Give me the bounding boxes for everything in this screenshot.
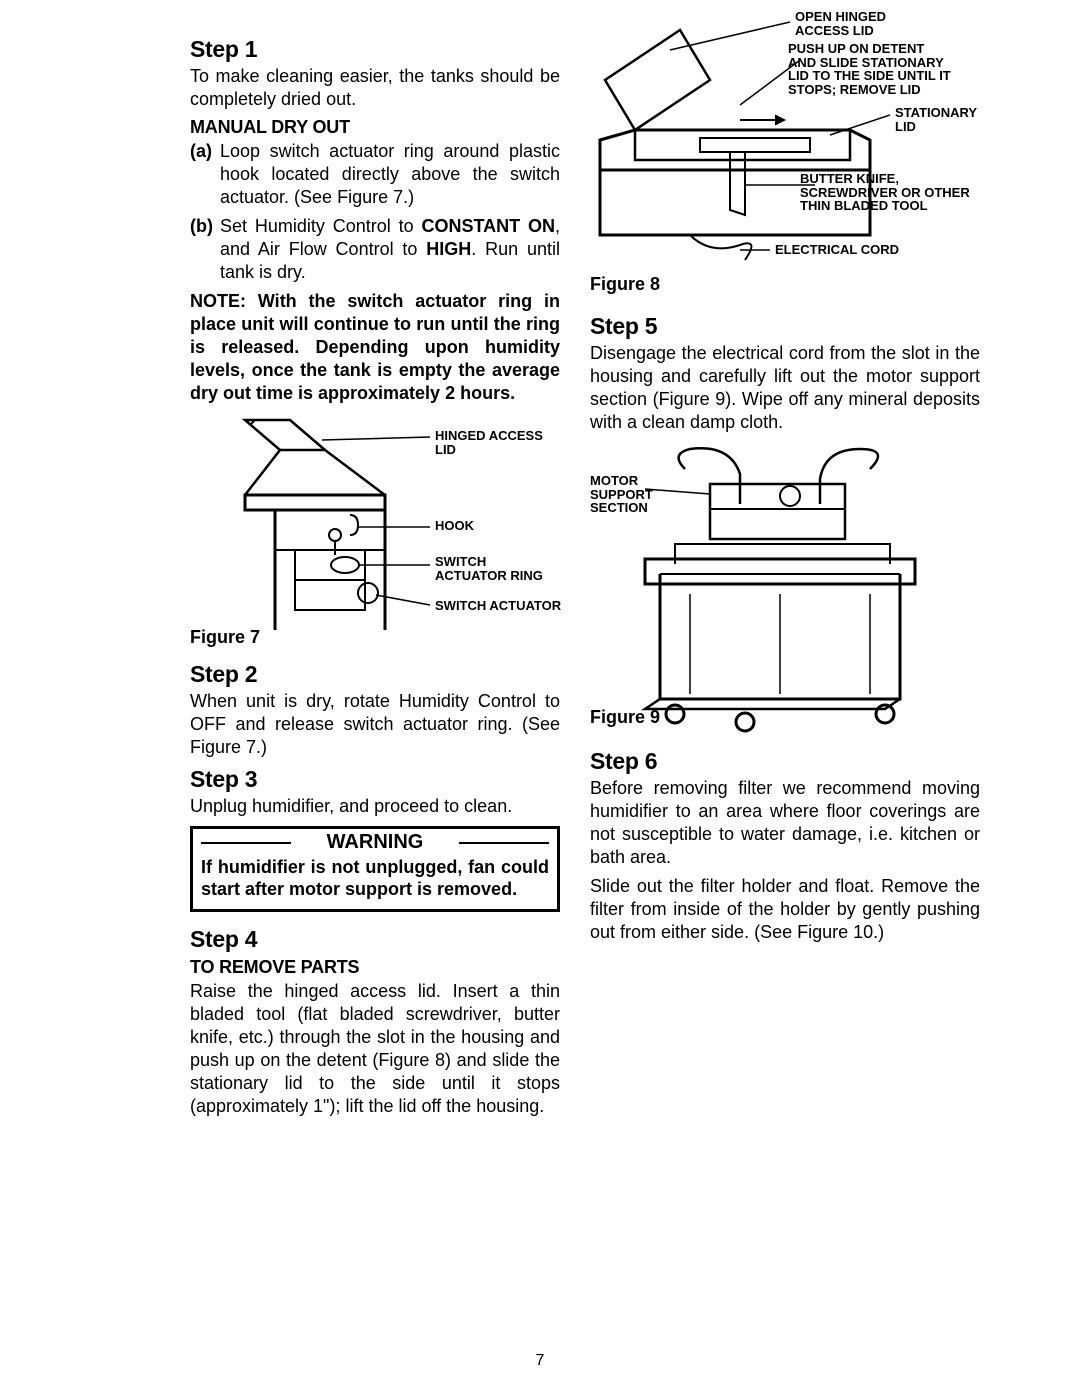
step1-title: Step 1 <box>190 36 560 63</box>
fig7-label-ring: SWITCH ACTUATOR RING <box>435 555 555 582</box>
two-column-layout: Step 1 To make cleaning easier, the tank… <box>190 30 1020 1124</box>
warning-title: WARNING <box>201 831 549 854</box>
step5-body: Disengage the electrical cord from the s… <box>590 342 980 434</box>
fig8-label-open: OPEN HINGED ACCESS LID <box>795 10 895 37</box>
step6-p2: Slide out the filter holder and float. R… <box>590 875 980 944</box>
fig9-label-motor: MOTOR SUPPORT SECTION <box>590 474 650 515</box>
list-marker-b: (b) <box>190 215 220 284</box>
manual-page: Step 1 To make cleaning easier, the tank… <box>0 0 1080 1398</box>
step4-title: Step 4 <box>190 926 560 953</box>
figure7-caption: Figure 7 <box>190 627 260 648</box>
step3-body: Unplug humidifier, and proceed to clean. <box>190 795 560 818</box>
list-item: (a) Loop switch actuator ring around pla… <box>190 140 560 209</box>
fig8-label-stationary: STATIONARY LID <box>895 106 975 133</box>
step6-p1: Before removing filter we recommend movi… <box>590 777 980 869</box>
step1-sub: MANUAL DRY OUT <box>190 117 560 138</box>
left-column: Step 1 To make cleaning easier, the tank… <box>190 30 560 1124</box>
step1-note: NOTE: With the switch actuator ring in p… <box>190 290 560 405</box>
step3-title: Step 3 <box>190 766 560 793</box>
list-marker-a: (a) <box>190 140 220 209</box>
figure8-diagram: OPEN HINGED ACCESS LID PUSH UP ON DETENT… <box>590 10 980 270</box>
fig8-label-push: PUSH UP ON DETENT AND SLIDE STATIONARY L… <box>788 42 953 97</box>
step2-title: Step 2 <box>190 661 560 688</box>
fig7-label-actuator: SWITCH ACTUATOR <box>435 599 561 613</box>
warning-box: WARNING If humidifier is not unplugged, … <box>190 826 560 912</box>
fig7-label-lid: HINGED ACCESS LID <box>435 429 545 456</box>
list-text-a: Loop switch actuator ring around plastic… <box>220 140 560 209</box>
figure7-diagram: HINGED ACCESS LID HOOK SWITCH ACTUATOR R… <box>190 415 560 655</box>
right-column: OPEN HINGED ACCESS LID PUSH UP ON DETENT… <box>590 30 980 1124</box>
fig7-label-hook: HOOK <box>435 519 474 533</box>
figure9-diagram: MOTOR SUPPORT SECTION Figure 9 <box>590 444 980 734</box>
fig8-label-cord: ELECTRICAL CORD <box>775 243 899 257</box>
step5-title: Step 5 <box>590 313 980 340</box>
step4-sub: TO REMOVE PARTS <box>190 957 560 978</box>
step2-body: When unit is dry, rotate Humidity Contro… <box>190 690 560 759</box>
step1-list: (a) Loop switch actuator ring around pla… <box>190 140 560 284</box>
fig8-label-tool: BUTTER KNIFE, SCREWDRIVER OR OTHER THIN … <box>800 172 975 213</box>
figure9-caption: Figure 9 <box>590 707 660 728</box>
figure8-caption: Figure 8 <box>590 274 980 295</box>
step4-body: Raise the hinged access lid. Insert a th… <box>190 980 560 1118</box>
list-text-b: Set Humidity Control to CONSTANT ON, and… <box>220 215 560 284</box>
page-number: 7 <box>536 1352 545 1370</box>
list-item: (b) Set Humidity Control to CONSTANT ON,… <box>190 215 560 284</box>
step1-intro: To make cleaning easier, the tanks shoul… <box>190 65 560 111</box>
step6-title: Step 6 <box>590 748 980 775</box>
warning-text: If humidifier is not unplugged, fan coul… <box>201 856 549 901</box>
